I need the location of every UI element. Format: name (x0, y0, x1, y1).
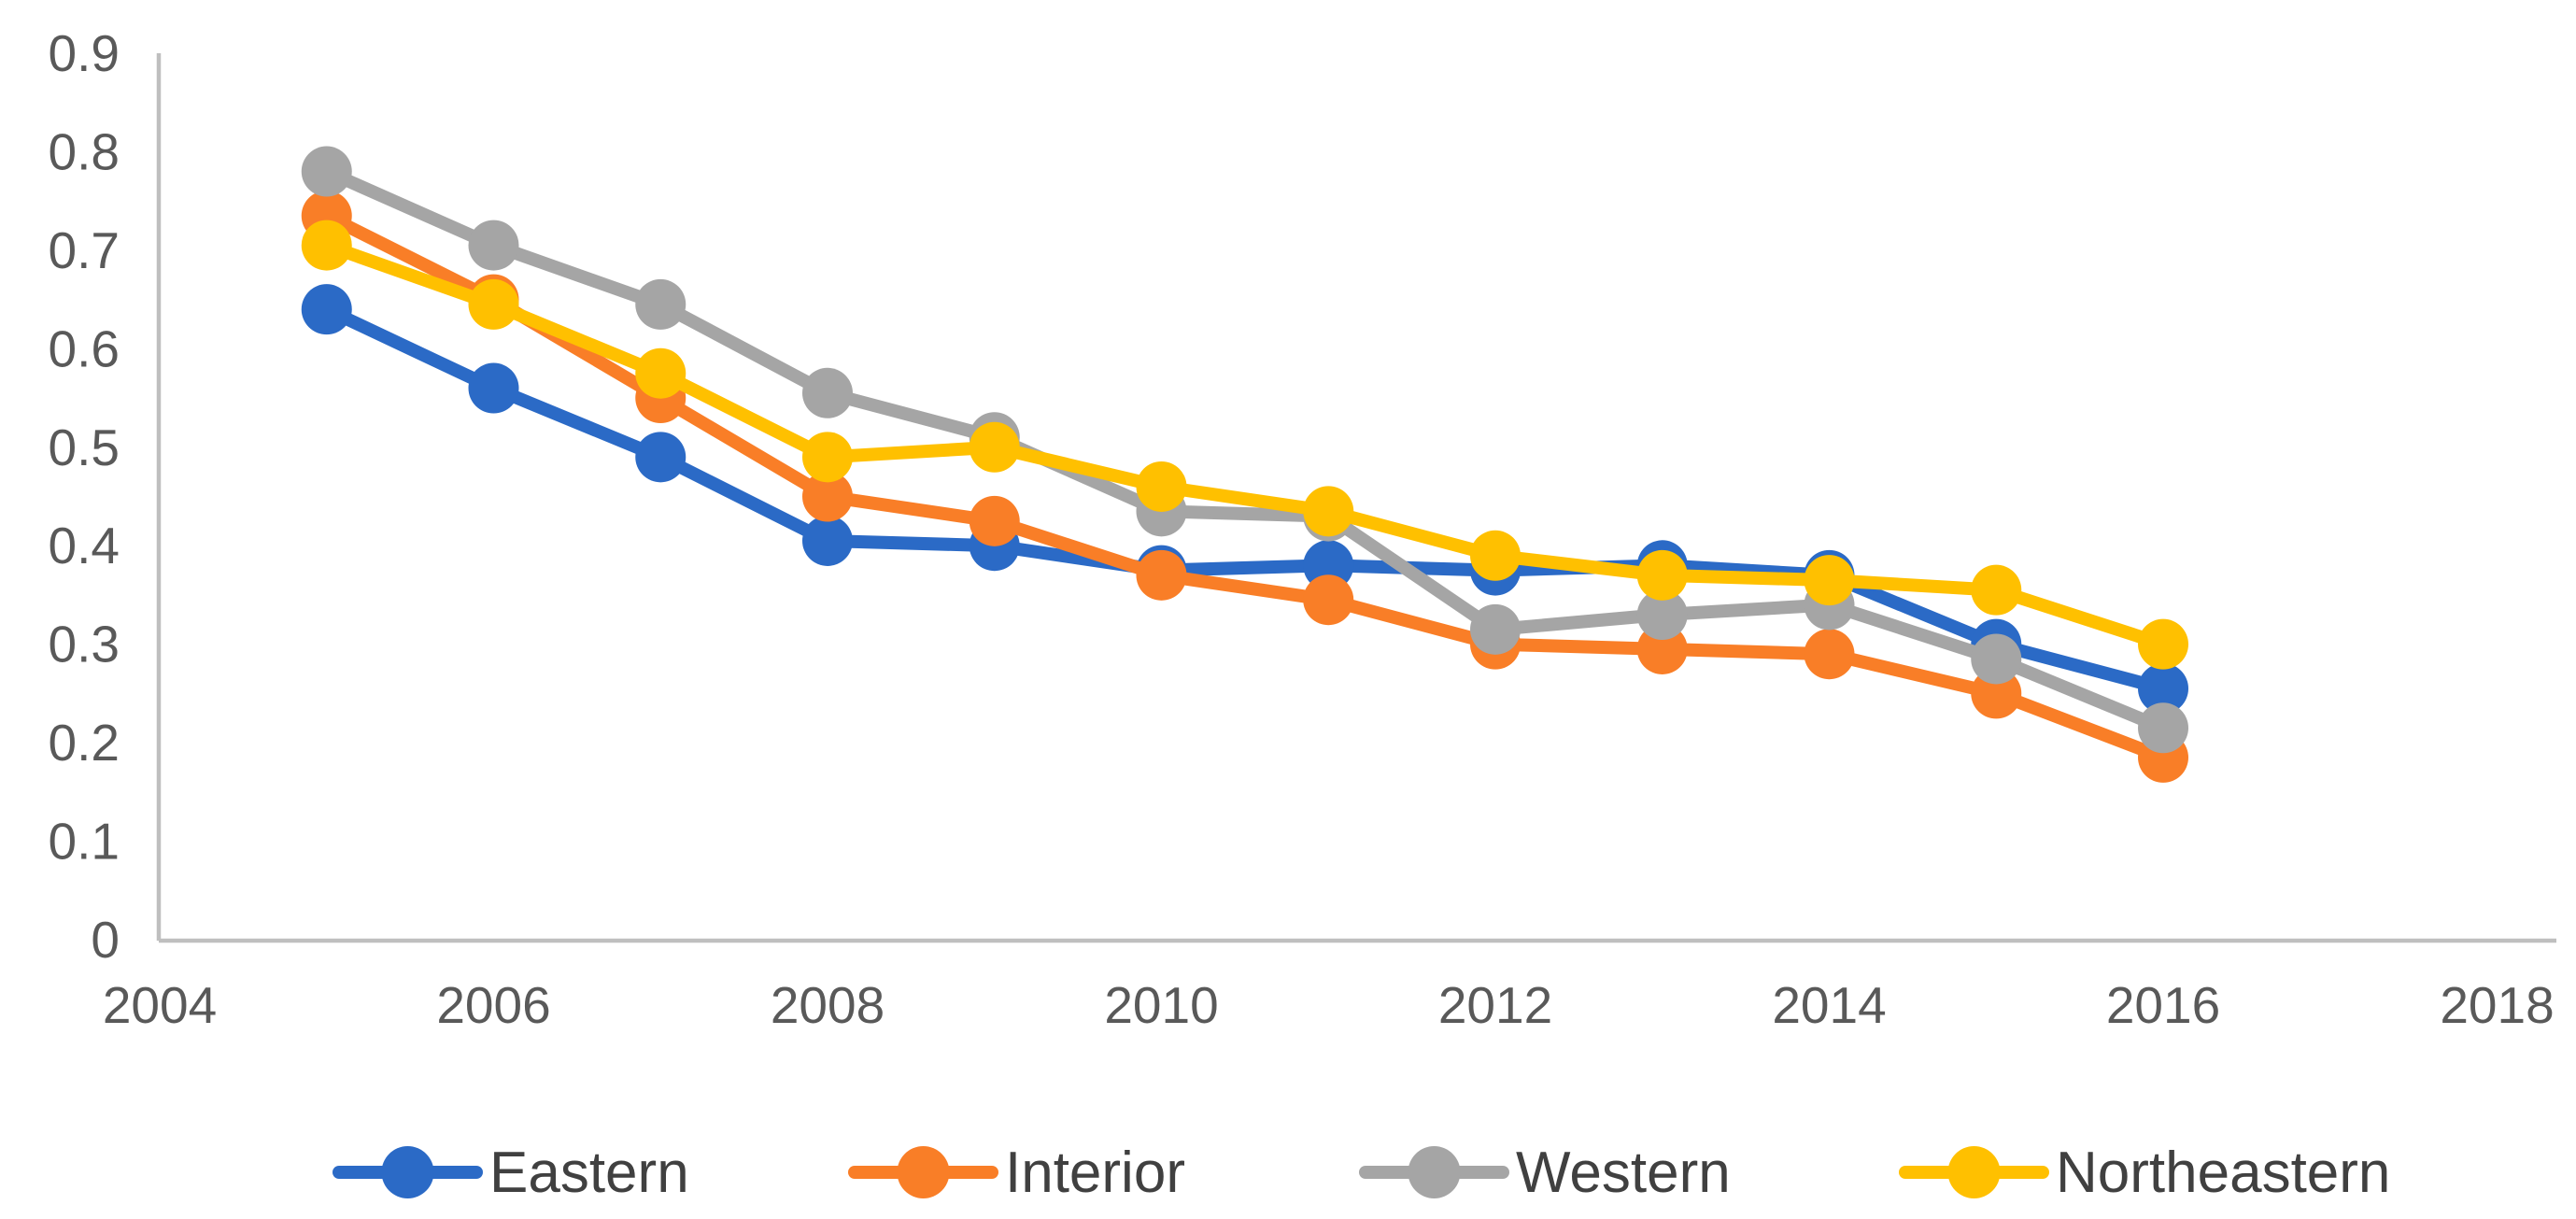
x-tick-label: 2012 (1438, 976, 1552, 1034)
data-point-northeastern (802, 432, 853, 483)
data-point-eastern (802, 515, 853, 566)
data-point-interior (1303, 574, 1354, 626)
y-tick-label: 0.6 (49, 319, 120, 377)
x-tick-label: 2018 (2440, 976, 2554, 1034)
legend-marker-dot-northeastern (1947, 1146, 2001, 1198)
data-point-western (802, 367, 853, 418)
data-point-interior (1804, 629, 1855, 680)
y-tick-label: 0.5 (49, 418, 120, 476)
y-tick-label: 0.3 (49, 616, 120, 673)
data-point-interior (802, 471, 853, 522)
data-point-eastern (2138, 663, 2188, 715)
data-point-eastern (468, 362, 519, 414)
x-tick-label: 2008 (771, 976, 885, 1034)
y-tick-label: 0.1 (49, 813, 120, 871)
data-point-western (1971, 633, 2022, 685)
data-point-northeastern (2138, 618, 2188, 670)
series-line-northeastern (319, 238, 2170, 651)
legend-label-interior: Interior (1005, 1141, 1185, 1205)
data-point-interior (1971, 668, 2022, 719)
data-point-interior (1636, 623, 1688, 674)
data-point-northeastern (1636, 549, 1688, 601)
data-point-western (468, 220, 519, 271)
data-point-northeastern (1470, 530, 1521, 581)
x-tick-label: 2014 (1772, 976, 1886, 1034)
data-point-interior (1136, 549, 1187, 601)
legend-marker-dot-interior (897, 1146, 950, 1198)
data-point-western (1470, 603, 1521, 655)
y-tick-label: 0 (91, 911, 120, 969)
legend-label-eastern: Eastern (489, 1141, 689, 1205)
legend-marker-dot-eastern (381, 1146, 434, 1198)
data-point-northeastern (1971, 564, 2022, 616)
x-tick-label: 2006 (436, 976, 550, 1034)
legend-label-western: Western (1516, 1141, 1731, 1205)
data-point-western (635, 278, 686, 330)
data-point-northeastern (1303, 486, 1354, 537)
y-tick-label: 0.9 (49, 24, 120, 82)
data-point-northeastern (635, 347, 686, 399)
series-line-western (319, 164, 2170, 735)
data-point-northeastern (468, 278, 519, 330)
data-point-interior (969, 495, 1020, 546)
data-point-western (1636, 589, 1688, 641)
legend-marker-dot-western (1408, 1146, 1461, 1198)
x-tick-label: 2016 (2106, 976, 2220, 1034)
series-line-interior (319, 209, 2170, 764)
y-tick-label: 0.8 (49, 122, 120, 180)
data-point-northeastern (1804, 555, 1855, 606)
data-point-western (301, 146, 352, 197)
data-point-eastern (1303, 540, 1354, 591)
legend-label-northeastern: Northeastern (2056, 1141, 2390, 1205)
data-point-northeastern (1136, 461, 1187, 512)
data-point-eastern (635, 432, 686, 483)
y-tick-label: 0.2 (49, 714, 120, 772)
y-tick-label: 0.7 (49, 221, 120, 279)
x-tick-label: 2004 (103, 976, 217, 1034)
data-point-eastern (301, 284, 352, 335)
data-point-northeastern (969, 421, 1020, 473)
x-tick-label: 2010 (1104, 976, 1218, 1034)
data-point-western (2138, 702, 2188, 754)
y-tick-label: 0.4 (49, 517, 120, 574)
data-point-northeastern (301, 220, 352, 271)
